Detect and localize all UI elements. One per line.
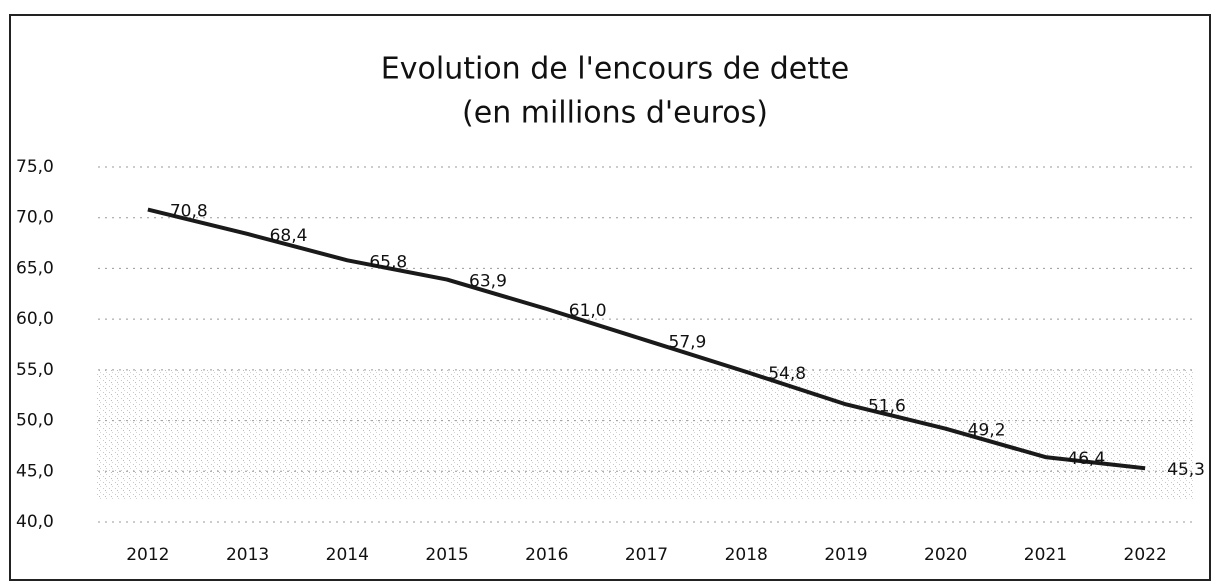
data-label: 45,3 [1167,460,1205,480]
x-tick-label: 2015 [425,545,468,565]
x-tick-label: 2019 [824,545,867,565]
scan-noise [95,370,1195,500]
data-label: 70,8 [170,202,208,222]
y-tick-label: 45,0 [16,461,54,481]
chart-subtitle: (en millions d'euros) [462,96,768,131]
x-tick-label: 2012 [126,545,169,565]
y-tick-label: 75,0 [16,157,54,177]
y-tick-label: 50,0 [16,411,54,431]
data-label: 46,4 [1067,449,1105,469]
x-tick-label: 2018 [725,545,768,565]
x-tick-label: 2021 [1024,545,1067,565]
chart-title: Evolution de l'encours de dette [381,52,849,87]
y-tick-label: 65,0 [16,258,54,278]
data-label: 51,6 [868,396,906,416]
x-tick-label: 2017 [625,545,668,565]
x-tick-label: 2020 [924,545,967,565]
data-label: 65,8 [369,252,407,272]
y-tick-label: 60,0 [16,309,54,329]
y-tick-label: 70,0 [16,208,54,228]
x-tick-label: 2022 [1124,545,1167,565]
x-tick-label: 2013 [226,545,269,565]
data-line [147,207,1146,471]
data-label: 57,9 [669,332,707,352]
y-tick-label: 40,0 [16,512,54,532]
y-tick-label: 55,0 [16,360,54,380]
data-label: 49,2 [968,421,1006,441]
data-label: 54,8 [768,364,806,384]
x-tick-label: 2016 [525,545,568,565]
x-tick-label: 2014 [326,545,369,565]
data-label: 68,4 [270,226,308,246]
data-label: 61,0 [569,301,607,321]
frame [9,14,1211,581]
data-label: 63,9 [469,272,507,292]
